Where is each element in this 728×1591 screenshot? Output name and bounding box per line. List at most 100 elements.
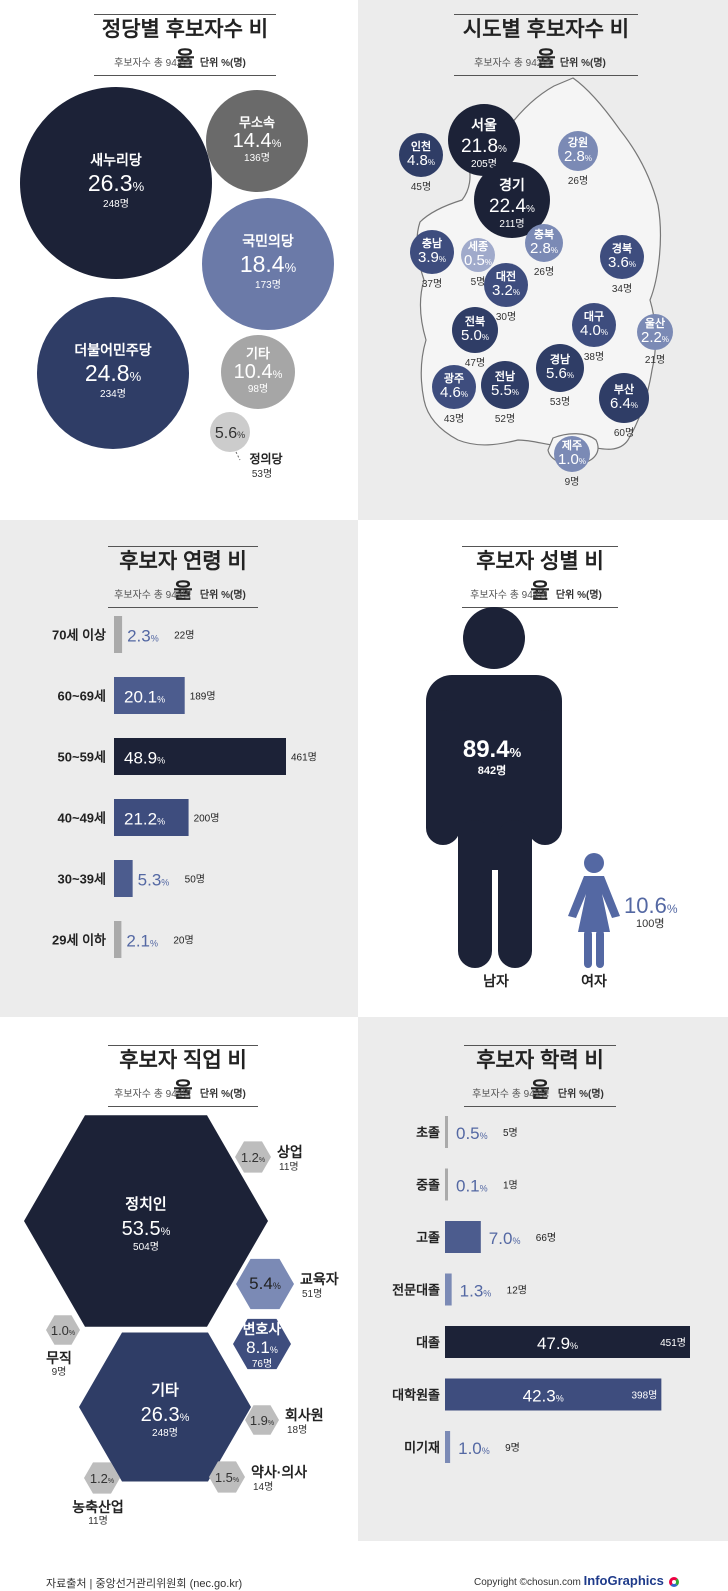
- party-bubble: [37, 297, 189, 449]
- leader-line: [235, 451, 241, 461]
- total-label: 후보자수 총 942명: [472, 1089, 550, 1100]
- job-pct: 26.3%: [141, 1404, 190, 1426]
- age-label: 29세 이하: [52, 933, 106, 948]
- region-bubble: [410, 230, 454, 274]
- region-pct: 6.4%: [610, 395, 638, 412]
- region-panel: 시도별 후보자수 비율 후보자수 총 942명 단위 %(명) 서울 21.8% 2…: [358, 0, 728, 520]
- job-panel: 후보자 직업 비율 후보자수 총 942명 단위 %(명) 정치인 53.5% 50…: [0, 1017, 358, 1591]
- region-title: 시도별 후보자수 비율: [454, 14, 638, 76]
- region-count: 43명: [444, 413, 464, 425]
- age-bars: 70세 이상 2.3% 22명 60~69세 20.1% 189명 50~59세 48.9% 4…: [52, 616, 317, 958]
- party-panel: 정당별 후보자수 비율 후보자수 총 942명 단위 %(명) 새누리당 26.3…: [0, 0, 358, 520]
- party-subtitle: 후보자수 총 942명 단위 %(명): [80, 54, 280, 69]
- region-name: 강원: [568, 135, 588, 149]
- age-label: 40~49세: [58, 811, 106, 826]
- region-bubble: [448, 104, 520, 176]
- region-pct: 22.4%: [489, 196, 535, 217]
- edu-bar: [445, 1116, 448, 1148]
- region-pct: 3.6%: [608, 254, 636, 271]
- job-name: 상업: [277, 1144, 303, 1160]
- party-bubble: [210, 412, 250, 452]
- region-pct: 21.8%: [461, 136, 507, 157]
- gender-pictogram: 89.4% 842명 남자 10.6% 100명 여자: [426, 607, 678, 989]
- region-name: 부산: [614, 382, 634, 396]
- unit-label: 단위 %(명): [555, 590, 602, 601]
- age-label: 70세 이상: [52, 628, 106, 643]
- total-label: 후보자수 총 942명: [474, 58, 552, 69]
- unit-label: 단위 %(명): [199, 1089, 246, 1100]
- male-count: 842명: [478, 763, 506, 777]
- region-pct: 0.5%: [464, 252, 492, 269]
- age-pct: 20.1%: [124, 688, 165, 707]
- age-bar: [114, 738, 286, 775]
- job-pct: 1.5%: [215, 1470, 239, 1485]
- edu-label: 미기재: [404, 1440, 440, 1455]
- region-bubble: [484, 263, 528, 307]
- edu-bar: [445, 1431, 451, 1463]
- job-hexagon: [79, 1332, 251, 1482]
- age-label: 30~39세: [58, 872, 106, 887]
- region-map: 서울21.8%205명인천4.8%45명강원2.8%26명경기22.4%211명…: [399, 77, 673, 488]
- total-label: 후보자수 총 942명: [114, 1089, 192, 1100]
- region-pct: 3.9%: [418, 249, 446, 266]
- job-pct: 1.0%: [51, 1323, 75, 1338]
- edu-count: 451명: [660, 1337, 686, 1349]
- male-figure-icon: [426, 607, 562, 968]
- party-pct: 18.4%: [240, 251, 297, 277]
- region-pct: 5.0%: [461, 327, 489, 344]
- age-count: 461명: [291, 752, 317, 764]
- edu-count: 5명: [503, 1127, 518, 1139]
- region-count: 21명: [645, 354, 665, 366]
- region-pct: 2.2%: [641, 329, 669, 346]
- age-bar: [114, 799, 189, 836]
- job-name: 정치인: [125, 1195, 166, 1213]
- edu-label: 대학원졸: [392, 1388, 440, 1403]
- party-name: 무소속: [239, 115, 275, 130]
- gender-subtitle: 후보자수 총 942명 단위 %(명): [436, 586, 636, 601]
- age-pct: 5.3%: [138, 871, 170, 890]
- party-pct: 24.8%: [85, 360, 142, 386]
- party-pct: 10.4%: [234, 361, 283, 383]
- age-label: 60~69세: [58, 689, 106, 704]
- age-count: 22명: [174, 630, 194, 642]
- region-name: 세종: [468, 239, 488, 253]
- party-count: 53명: [252, 468, 272, 480]
- age-bar: [114, 616, 123, 653]
- region-name: 전북: [465, 314, 485, 328]
- region-count: 37명: [422, 278, 442, 290]
- region-count: 9명: [565, 476, 580, 488]
- job-count: 76명: [252, 1358, 272, 1370]
- age-bar: [114, 677, 185, 714]
- total-label: 후보자수 총 942명: [114, 58, 192, 69]
- copyright: Copyright ©chosun.com InfoGraphics: [474, 1573, 679, 1588]
- edu-pct: 1.3%: [460, 1282, 492, 1301]
- party-bubble: [202, 198, 334, 330]
- job-hexagon: [46, 1315, 80, 1345]
- age-count: 50명: [185, 874, 205, 886]
- edu-label: 고졸: [416, 1230, 440, 1245]
- male-pct: 89.4%: [463, 736, 522, 763]
- region-pct: 1.0%: [558, 451, 586, 468]
- region-count: 211명: [499, 218, 524, 230]
- job-hexagon: [236, 1258, 294, 1310]
- gender-panel: 후보자 성별 비율 후보자수 총 942명 단위 %(명) 89.4% 842명…: [358, 520, 728, 1017]
- age-label: 50~59세: [58, 750, 106, 765]
- job-count: 18명: [287, 1424, 307, 1436]
- job-name: 무직: [46, 1350, 72, 1366]
- region-count: 34명: [612, 283, 632, 295]
- region-bubble: [637, 314, 673, 350]
- party-count: 136명: [244, 152, 270, 164]
- brand-logo: InfoGraphics: [583, 1573, 664, 1588]
- edu-bar: [445, 1273, 452, 1306]
- female-count: 100명: [636, 917, 664, 930]
- job-name: 교육자: [300, 1271, 339, 1287]
- party-bubble: [20, 87, 212, 279]
- region-count: 5명: [471, 276, 486, 288]
- edu-count: 9명: [505, 1442, 520, 1454]
- edu-subtitle: 후보자수 총 942명 단위 %(명): [438, 1085, 638, 1100]
- region-bubble: [599, 373, 649, 423]
- party-name: 정의당: [249, 451, 282, 466]
- edu-count: 12명: [507, 1285, 527, 1297]
- region-bubble: [474, 162, 550, 238]
- region-count: 30명: [496, 311, 516, 323]
